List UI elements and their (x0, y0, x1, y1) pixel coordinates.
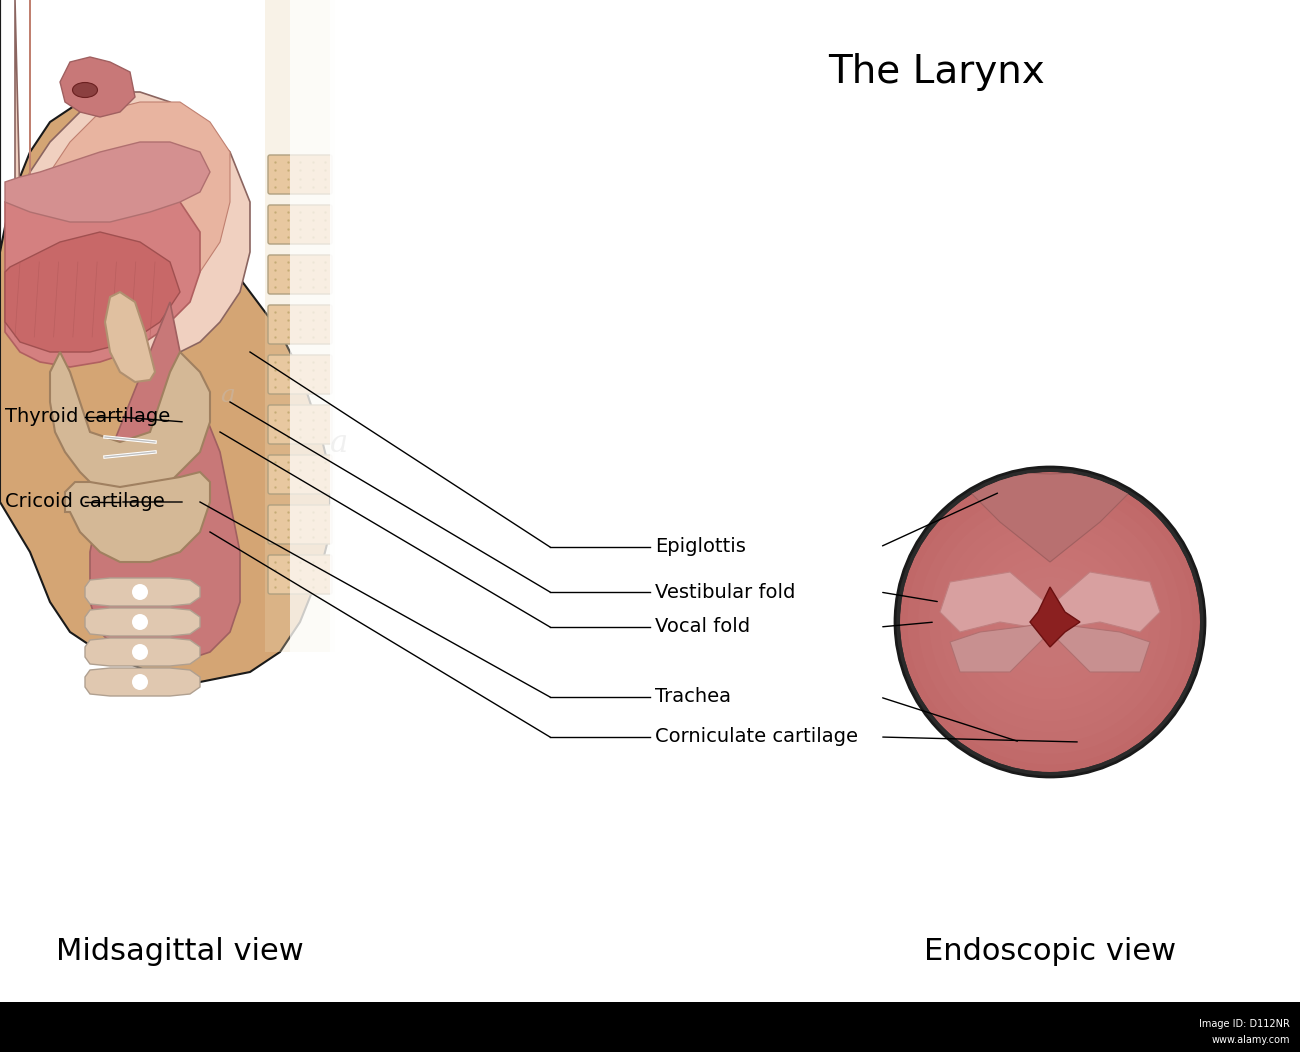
FancyBboxPatch shape (268, 255, 332, 294)
Text: Epiglottis: Epiglottis (655, 538, 746, 557)
Polygon shape (49, 352, 211, 502)
Text: Image ID: D112NR: Image ID: D112NR (1199, 1019, 1290, 1029)
FancyBboxPatch shape (268, 405, 332, 444)
Circle shape (983, 555, 1117, 689)
Polygon shape (84, 608, 200, 636)
Polygon shape (1056, 572, 1160, 632)
Polygon shape (5, 232, 179, 352)
FancyBboxPatch shape (268, 355, 332, 394)
Polygon shape (90, 302, 240, 662)
Text: Cricoid cartilage: Cricoid cartilage (5, 492, 165, 511)
Text: Trachea: Trachea (655, 688, 731, 707)
Circle shape (940, 512, 1160, 732)
Circle shape (962, 533, 1139, 710)
Text: Endoscopic view: Endoscopic view (924, 937, 1176, 967)
Text: Midsagittal view: Midsagittal view (56, 937, 304, 967)
Polygon shape (5, 171, 200, 367)
Circle shape (133, 614, 148, 630)
Text: a: a (330, 428, 348, 459)
Text: Thyroid cartilage: Thyroid cartilage (5, 407, 170, 426)
Ellipse shape (73, 82, 98, 98)
Polygon shape (950, 624, 1045, 672)
Circle shape (994, 566, 1106, 677)
Circle shape (894, 467, 1205, 777)
FancyBboxPatch shape (268, 505, 332, 544)
Circle shape (900, 472, 1200, 772)
FancyBboxPatch shape (268, 305, 332, 344)
FancyBboxPatch shape (268, 555, 332, 594)
Polygon shape (16, 0, 250, 352)
Circle shape (133, 644, 148, 660)
Polygon shape (970, 472, 1130, 562)
Polygon shape (330, 0, 480, 652)
Circle shape (930, 501, 1171, 743)
Text: Vocal fold: Vocal fold (655, 618, 750, 636)
FancyBboxPatch shape (268, 456, 332, 494)
Polygon shape (30, 0, 230, 302)
Circle shape (907, 480, 1192, 765)
Polygon shape (940, 572, 1045, 632)
Text: The Larynx: The Larynx (828, 53, 1044, 90)
Circle shape (133, 584, 148, 600)
Polygon shape (290, 0, 471, 652)
Polygon shape (65, 472, 211, 562)
Circle shape (972, 545, 1127, 700)
Circle shape (133, 674, 148, 690)
Text: Vestibular fold: Vestibular fold (655, 583, 796, 602)
Polygon shape (0, 0, 330, 682)
FancyBboxPatch shape (268, 205, 332, 244)
Text: www.alamy.com: www.alamy.com (1212, 1035, 1290, 1045)
Polygon shape (1030, 587, 1080, 647)
Polygon shape (105, 292, 155, 382)
FancyBboxPatch shape (268, 155, 332, 194)
Text: Corniculate cartilage: Corniculate cartilage (655, 728, 858, 747)
Bar (0, 1002, 1300, 1052)
Polygon shape (5, 142, 211, 222)
Polygon shape (84, 578, 200, 606)
Polygon shape (60, 57, 135, 117)
Circle shape (1005, 576, 1095, 667)
Circle shape (918, 490, 1182, 753)
Text: a: a (220, 384, 235, 407)
Polygon shape (1056, 624, 1150, 672)
Circle shape (950, 523, 1149, 722)
Polygon shape (265, 0, 335, 652)
Polygon shape (84, 668, 200, 696)
Polygon shape (84, 638, 200, 666)
